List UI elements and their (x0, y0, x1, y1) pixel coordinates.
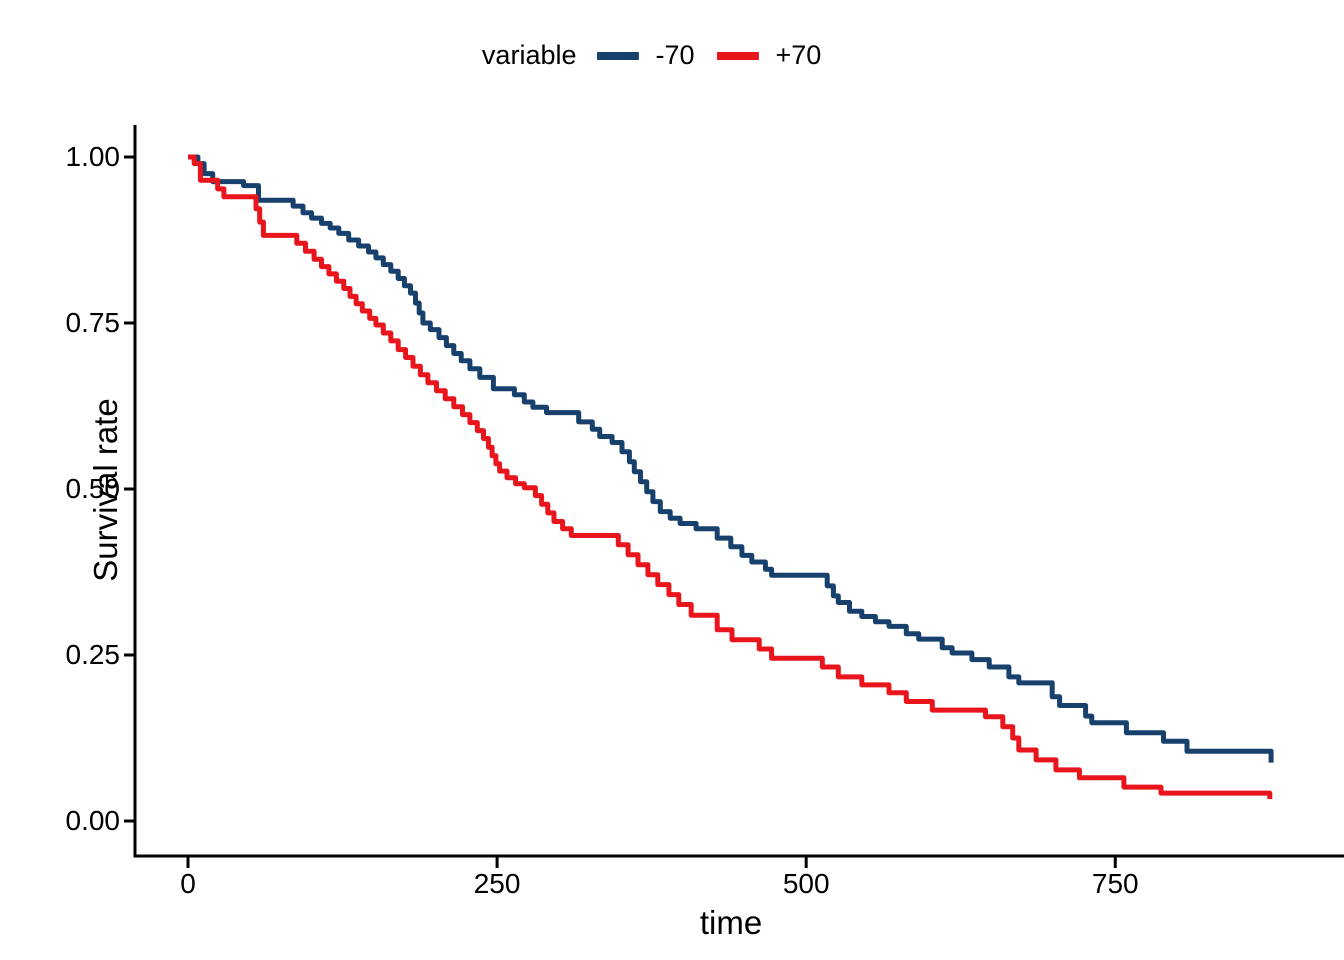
survival-curve--70 (188, 154, 1274, 763)
legend-item-minus70: -70 (596, 40, 695, 71)
y-tick-label: 1.00 (65, 141, 121, 172)
y-tick-label: 0.50 (65, 473, 121, 504)
x-tick-label: 750 (1091, 868, 1139, 899)
legend-label-plus70: +70 (775, 40, 822, 70)
x-tick-label: 250 (473, 868, 521, 899)
x-tick-label: 0 (180, 868, 196, 899)
legend-item-plus70: +70 (716, 40, 822, 71)
legend: variable -70 +70 (482, 40, 821, 71)
y-tick-label: 0.25 (65, 639, 121, 670)
legend-title: variable (481, 40, 577, 70)
survival-curve-+70 (188, 154, 1273, 800)
y-tick-label: 0.75 (65, 307, 121, 338)
x-axis-title: time (699, 904, 763, 941)
legend-key-line-minus70 (596, 51, 639, 60)
x-tick-label: 500 (782, 868, 830, 899)
legend-key-line-plus70 (716, 51, 759, 60)
y-tick-label: 0.00 (65, 805, 121, 836)
legend-label-minus70: -70 (655, 40, 695, 70)
